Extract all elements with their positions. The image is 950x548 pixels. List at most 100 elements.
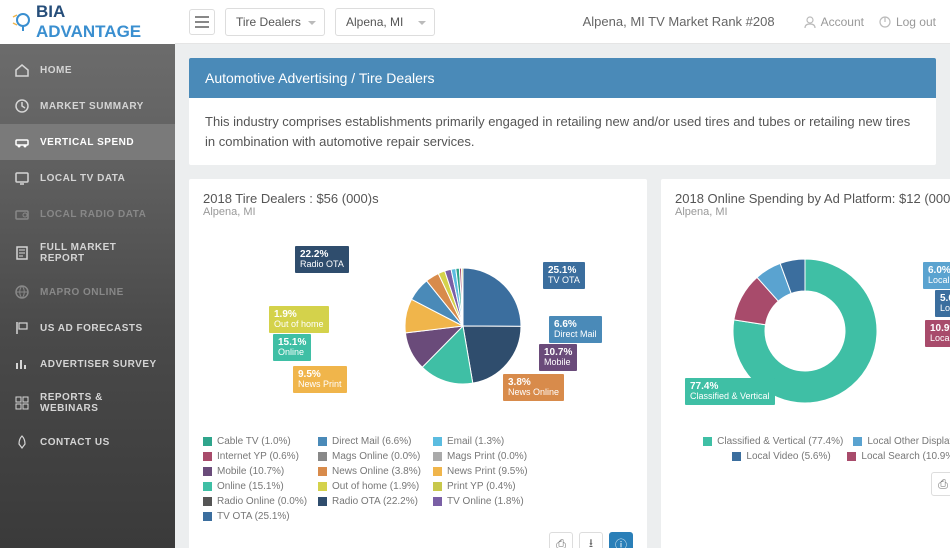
callout-label: 77.4%Classified & Vertical: [685, 378, 775, 405]
legend-item[interactable]: Local Search (10.9%): [847, 451, 950, 462]
legend-item[interactable]: Online (15.1%): [203, 481, 308, 492]
legend-swatch: [433, 497, 442, 506]
sidebar-item-full-market-report[interactable]: FULL MARKET REPORT: [0, 232, 175, 274]
print-button[interactable]: ⎙: [931, 472, 950, 496]
download-button[interactable]: ⭳: [579, 532, 603, 548]
legend-item[interactable]: Email (1.3%): [433, 436, 538, 447]
nav-label: LOCAL RADIO DATA: [40, 209, 146, 220]
legend-item[interactable]: Out of home (1.9%): [318, 481, 423, 492]
callout-label: 9.5%News Print: [293, 366, 347, 393]
callout-label: 3.8%News Online: [503, 374, 564, 401]
legend-swatch: [203, 437, 212, 446]
account-link[interactable]: Account: [803, 15, 864, 29]
legend-label: Radio Online (0.0%): [217, 496, 307, 507]
radio-icon: [14, 206, 30, 222]
legend-swatch: [318, 482, 327, 491]
legend-item[interactable]: Mobile (10.7%): [203, 466, 308, 477]
legend-item[interactable]: Local Video (5.6%): [732, 451, 837, 462]
vertical-dropdown-value: Tire Dealers: [236, 15, 301, 29]
legend-label: Classified & Vertical (77.4%): [717, 436, 843, 447]
legend-item[interactable]: Internet YP (0.6%): [203, 451, 308, 462]
legend-swatch: [732, 452, 741, 461]
legend-item[interactable]: Radio OTA (22.2%): [318, 496, 423, 507]
chart1-area: 25.1%TV OTA22.2%Radio OTA15.1%Online10.7…: [203, 226, 633, 436]
logout-link[interactable]: Log out: [878, 15, 936, 29]
market-dropdown[interactable]: Alpena, MI: [335, 8, 435, 36]
nav-label: HOME: [40, 65, 72, 76]
sidebar-item-market-summary[interactable]: MARKET SUMMARY: [0, 88, 175, 124]
legend-item[interactable]: Mags Print (0.0%): [433, 451, 538, 462]
legend-label: Local Video (5.6%): [746, 451, 830, 462]
content-area: Automotive Advertising / Tire Dealers Th…: [175, 44, 950, 548]
legend-swatch: [318, 452, 327, 461]
pie-slice[interactable]: [463, 268, 521, 326]
legend-item[interactable]: TV Online (1.8%): [433, 496, 538, 507]
logo-adv: ADVANTAGE: [36, 22, 141, 41]
market-dropdown-value: Alpena, MI: [346, 15, 403, 29]
legend-swatch: [203, 452, 212, 461]
sidebar-item-vertical-spend[interactable]: VERTICAL SPEND: [0, 124, 175, 160]
sidebar: BIAADVANTAGE HOMEMARKET SUMMARYVERTICAL …: [0, 0, 175, 548]
nav-label: CONTACT US: [40, 437, 110, 448]
legend-item[interactable]: Classified & Vertical (77.4%): [703, 436, 843, 447]
nav-label: REPORTS & WEBINARS: [40, 392, 161, 414]
legend-swatch: [318, 497, 327, 506]
chart1-legend: Cable TV (1.0%) Direct Mail (6.6%) Email (…: [203, 436, 633, 522]
sidebar-item-contact-us[interactable]: CONTACT US: [0, 424, 175, 460]
legend-swatch: [203, 467, 212, 476]
legend-label: Local Search (10.9%): [861, 451, 950, 462]
chart2-title: 2018 Online Spending by Ad Platform: $12…: [675, 191, 950, 206]
legend-item[interactable]: News Print (9.5%): [433, 466, 538, 477]
sidebar-item-mapro-online[interactable]: MAPRO ONLINE: [0, 274, 175, 310]
sidebar-item-reports-webinars[interactable]: REPORTS & WEBINARS: [0, 382, 175, 424]
car-icon: [14, 134, 30, 150]
online-spending-card: 2018 Online Spending by Ad Platform: $12…: [661, 179, 950, 548]
legend-label: News Print (9.5%): [447, 466, 528, 477]
legend-swatch: [433, 467, 442, 476]
toplinks: Account Log out: [803, 15, 936, 29]
chart2-legend: Classified & Vertical (77.4%) Local Other…: [675, 436, 950, 462]
nav: HOME MARKET SUMMARY VERTICAL SPEND LOCAL TV…: [0, 44, 175, 548]
legend-label: Cable TV (1.0%): [217, 436, 291, 447]
legend-item[interactable]: Radio Online (0.0%): [203, 496, 308, 507]
menu-toggle-button[interactable]: [189, 9, 215, 35]
sidebar-item-advertiser-survey[interactable]: ADVERTISER SURVEY: [0, 346, 175, 382]
tire-dealers-card: 2018 Tire Dealers : $56 (000)s Alpena, M…: [189, 179, 647, 548]
legend-swatch: [203, 512, 212, 521]
legend-item[interactable]: News Online (3.8%): [318, 466, 423, 477]
flag-icon: [14, 320, 30, 336]
rocket-icon: [14, 434, 30, 450]
callout-label: 25.1%TV OTA: [543, 262, 585, 289]
legend-label: Radio OTA (22.2%): [332, 496, 418, 507]
clock-icon: [14, 98, 30, 114]
legend-item[interactable]: Direct Mail (6.6%): [318, 436, 423, 447]
callout-label: 10.7%Mobile: [539, 344, 577, 371]
callout-label: 22.2%Radio OTA: [295, 246, 349, 273]
vertical-dropdown[interactable]: Tire Dealers: [225, 8, 325, 36]
legend-item[interactable]: Cable TV (1.0%): [203, 436, 308, 447]
market-rank-label: Alpena, MI TV Market Rank #208: [583, 14, 775, 29]
legend-item[interactable]: TV OTA (25.1%): [203, 511, 308, 522]
nav-label: VERTICAL SPEND: [40, 137, 134, 148]
legend-label: Online (15.1%): [217, 481, 284, 492]
nav-label: FULL MARKET REPORT: [40, 242, 161, 264]
legend-label: Out of home (1.9%): [332, 481, 419, 492]
legend-item[interactable]: Local Other Display (6.0%): [853, 436, 950, 447]
legend-item[interactable]: Mags Online (0.0%): [318, 451, 423, 462]
sidebar-item-us-ad-forecasts[interactable]: US AD FORECASTS: [0, 310, 175, 346]
info-button[interactable]: ⓘ: [609, 532, 633, 548]
sidebar-item-home[interactable]: HOME: [0, 52, 175, 88]
legend-item[interactable]: Print YP (0.4%): [433, 481, 538, 492]
topbar: Tire Dealers Alpena, MI Alpena, MI TV Ma…: [175, 0, 950, 44]
logo-icon: [10, 9, 36, 35]
print-button[interactable]: ⎙: [549, 532, 573, 548]
power-icon: [878, 15, 892, 29]
main: Tire Dealers Alpena, MI Alpena, MI TV Ma…: [175, 0, 950, 548]
user-icon: [803, 15, 817, 29]
sidebar-item-local-tv-data[interactable]: LOCAL TV DATA: [0, 160, 175, 196]
legend-swatch: [203, 482, 212, 491]
legend-label: News Online (3.8%): [332, 466, 421, 477]
sidebar-item-local-radio-data[interactable]: LOCAL RADIO DATA: [0, 196, 175, 232]
hamburger-icon: [195, 16, 209, 28]
nav-label: ADVERTISER SURVEY: [40, 359, 157, 370]
